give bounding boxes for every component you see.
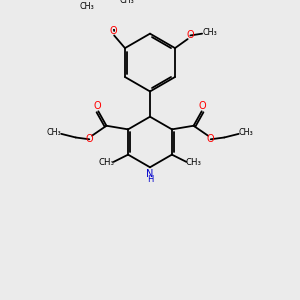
Text: O: O xyxy=(207,134,214,144)
Text: O: O xyxy=(187,31,194,40)
Text: O: O xyxy=(110,26,117,36)
Text: CH₃: CH₃ xyxy=(203,28,218,37)
Text: CH₃: CH₃ xyxy=(238,128,253,136)
Text: O: O xyxy=(85,134,93,144)
Text: O: O xyxy=(94,101,101,111)
Text: H: H xyxy=(147,175,153,184)
Text: CH₃: CH₃ xyxy=(80,2,94,11)
Text: CH₃: CH₃ xyxy=(186,158,202,167)
Text: CH₃: CH₃ xyxy=(98,158,114,167)
Text: N: N xyxy=(146,169,154,178)
Text: CH₃: CH₃ xyxy=(47,128,61,136)
Text: O: O xyxy=(199,101,206,111)
Text: CH₃: CH₃ xyxy=(119,0,134,5)
